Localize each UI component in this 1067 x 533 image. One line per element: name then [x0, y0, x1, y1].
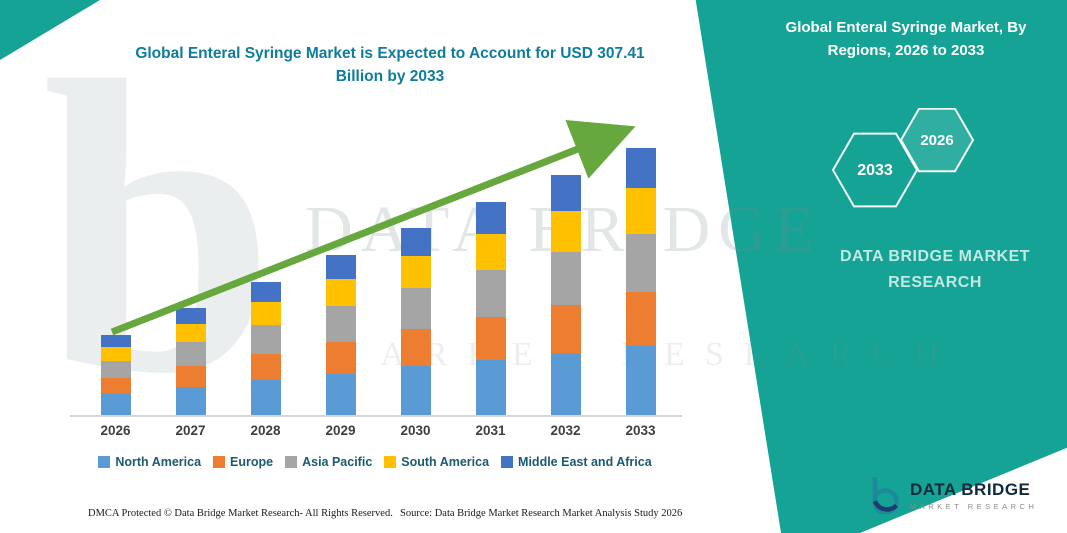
- legend-label: Middle East and Africa: [518, 455, 652, 469]
- bar-segment: [100, 360, 131, 379]
- panel-brand-text: DATA BRIDGE MARKET RESEARCH: [790, 244, 1067, 297]
- bar-segment: [625, 148, 656, 189]
- bar-segment: [400, 228, 431, 257]
- bar-segment: [250, 324, 281, 354]
- legend-swatch: [285, 456, 298, 468]
- hexagon-year-2026: 2026: [920, 132, 953, 149]
- bar-segment: [100, 335, 131, 348]
- legend-label: Europe: [230, 455, 274, 469]
- bar-segment: [625, 345, 656, 415]
- legend-item: Asia Pacific: [285, 455, 372, 469]
- year-hexagons: 2033 2026: [831, 108, 975, 208]
- bar-segment: [325, 306, 356, 342]
- bar-segment: [475, 359, 506, 415]
- bar-segment: [325, 279, 356, 307]
- bar-segment: [175, 365, 206, 388]
- hexagon-2033: [831, 132, 919, 208]
- stacked-bar-2033: [618, 148, 664, 415]
- bar-segment: [175, 342, 206, 366]
- bar-segment: [400, 329, 431, 367]
- bar-segment: [175, 324, 206, 343]
- bar-segment: [250, 380, 281, 415]
- bar-segment: [550, 175, 581, 212]
- stacked-bar-plot: [78, 118, 678, 415]
- bar-segment: [100, 394, 131, 415]
- bar-segment: [325, 373, 356, 415]
- bar-segment: [325, 255, 356, 280]
- x-axis-label: 2026: [100, 423, 131, 438]
- legend-label: Asia Pacific: [302, 455, 373, 469]
- stacked-bar-2030: [393, 228, 439, 415]
- logo-title: DATA BRIDGE: [910, 479, 1031, 499]
- databridge-logo-icon: [872, 477, 899, 514]
- panel-title: Global Enteral Syringe Market, By Region…: [785, 19, 1027, 60]
- stacked-bar-2026: [93, 335, 139, 415]
- bar-segment: [550, 252, 581, 305]
- x-axis-label: 2031: [475, 423, 506, 438]
- x-axis-label: 2027: [175, 423, 206, 438]
- bar-segment: [250, 353, 281, 381]
- x-axis-label: 2032: [550, 423, 581, 438]
- bar-segment: [100, 347, 131, 361]
- legend-swatch: [384, 456, 397, 468]
- legend-label: South America: [401, 455, 490, 469]
- logo-subtitle: MARKET RESEARCH: [910, 501, 1038, 511]
- x-axis-line: [70, 415, 682, 417]
- bar-segment: [250, 281, 281, 302]
- bar-segment: [475, 202, 506, 235]
- x-axis-label: 2033: [625, 423, 656, 438]
- chart-title: Global Enteral Syringe Market is Expecte…: [135, 45, 645, 86]
- legend-label: North America: [115, 455, 202, 469]
- x-axis-label: 2029: [325, 423, 356, 438]
- top-left-corner-wedge: [0, 0, 100, 60]
- hexagon-year-2033: 2033: [857, 162, 893, 179]
- hexagon-2026: [899, 108, 975, 173]
- bar-segment: [400, 288, 431, 330]
- x-axis-label: 2030: [400, 423, 431, 438]
- bar-segment: [625, 292, 656, 346]
- x-axis-labels: 2026 2027 2028 2029 2030 2031 2032 2033: [78, 423, 678, 438]
- bar-segment: [175, 387, 206, 415]
- dmca-notice: DMCA Protected © Data Bridge Market Rese…: [88, 508, 393, 519]
- legend-swatch: [98, 456, 111, 468]
- stacked-bar-2028: [243, 281, 289, 415]
- bar-segment: [475, 317, 506, 360]
- chart-legend: North America Europe Asia Pacific South Ame…: [55, 455, 695, 469]
- bar-segment: [550, 352, 581, 415]
- stacked-bar-2032: [543, 175, 589, 415]
- legend-item: South America: [384, 455, 489, 469]
- x-axis-label: 2028: [250, 423, 281, 438]
- stacked-bar-2029: [318, 255, 364, 415]
- bar-segment: [400, 366, 431, 415]
- bar-segment: [625, 233, 656, 293]
- bar-segment: [250, 301, 281, 325]
- bar-segment: [475, 270, 506, 318]
- legend-item: Middle East and Africa: [501, 455, 652, 469]
- bar-segment: [625, 188, 656, 234]
- legend-item: North America: [98, 455, 201, 469]
- bar-segment: [550, 304, 581, 353]
- legend-item: Europe: [213, 455, 273, 469]
- bar-segment: [100, 378, 131, 395]
- stacked-bar-2027: [168, 308, 214, 415]
- stacked-bar-2031: [468, 202, 514, 415]
- source-note: Source: Data Bridge Market Research Mark…: [400, 508, 683, 519]
- panel-brand-line1: DATA BRIDGE MARKET: [839, 248, 1031, 265]
- bar-segment: [550, 211, 581, 253]
- bar-segment: [175, 308, 206, 325]
- legend-swatch: [213, 456, 226, 468]
- databridge-logo: DATA BRIDGE MARKET RESEARCH: [868, 476, 1037, 514]
- bar-segment: [475, 234, 506, 271]
- bar-segment: [400, 256, 431, 289]
- panel-brand-line2: RESEARCH: [888, 274, 982, 292]
- bar-segment: [325, 341, 356, 374]
- legend-swatch: [501, 456, 514, 468]
